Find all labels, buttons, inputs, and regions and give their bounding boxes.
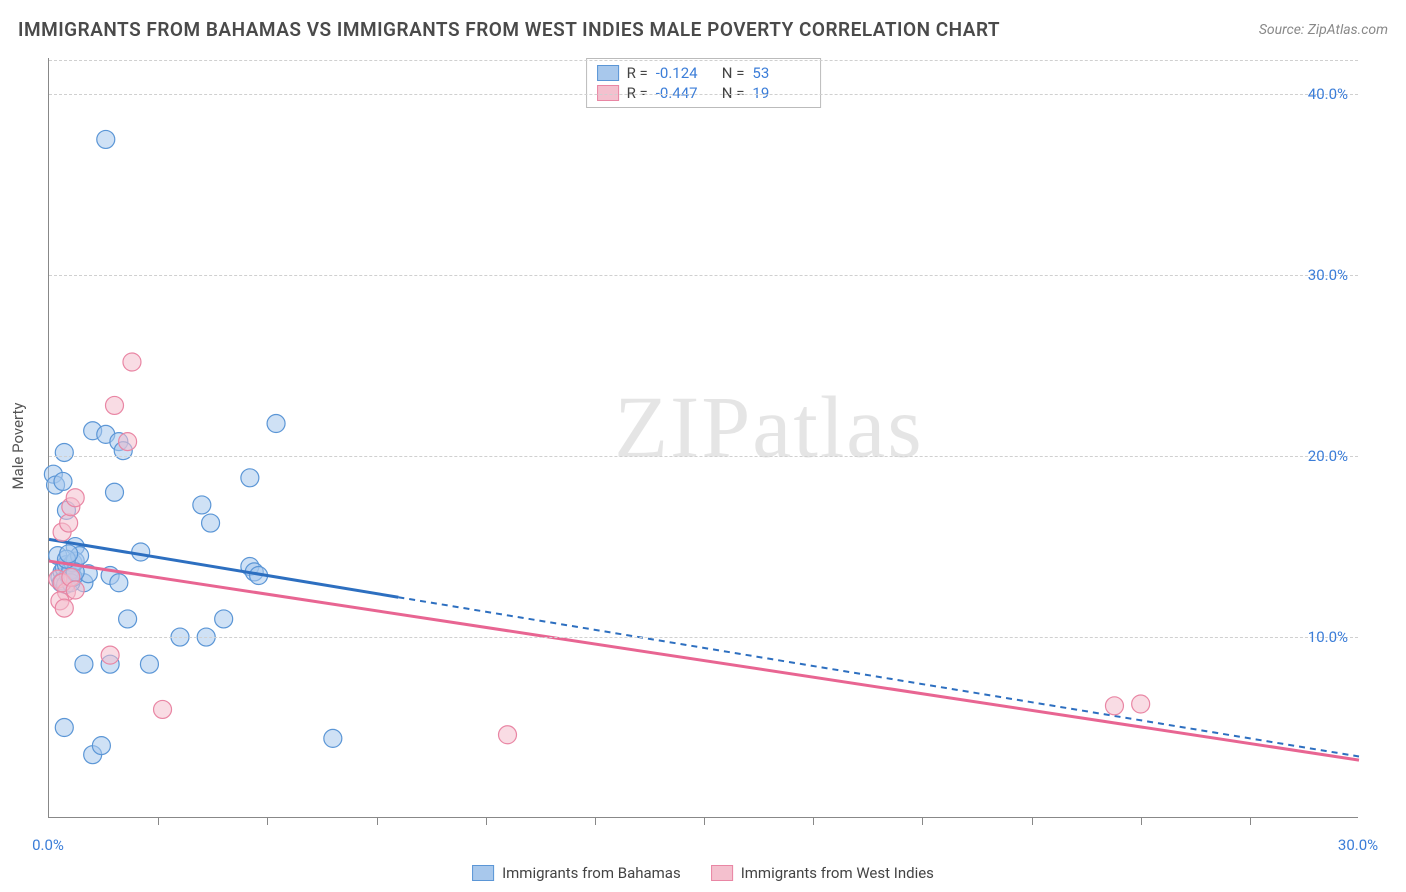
legend-n-label: N = — [722, 84, 745, 102]
legend-series-item: Immigrants from Bahamas — [472, 864, 681, 882]
gridline-h — [49, 94, 1358, 95]
scatter-point-bahamas — [241, 469, 259, 487]
legend-n-label: N = — [722, 64, 745, 82]
scatter-point-westindies — [106, 396, 124, 414]
scatter-point-westindies — [123, 353, 141, 371]
chart-title: IMMIGRANTS FROM BAHAMAS VS IMMIGRANTS FR… — [18, 18, 1000, 41]
scatter-point-bahamas — [202, 514, 220, 532]
scatter-point-bahamas — [60, 545, 78, 563]
legend-series-label: Immigrants from West Indies — [741, 864, 934, 882]
legend-r-label: R = — [627, 64, 648, 82]
gridline-h — [49, 275, 1358, 276]
scatter-point-westindies — [101, 646, 119, 664]
scatter-point-westindies — [499, 726, 517, 744]
gridline-h — [49, 60, 1358, 61]
scatter-point-bahamas — [55, 719, 73, 737]
legend-series-label: Immigrants from Bahamas — [502, 864, 681, 882]
y-tick-label: 20.0% — [1308, 447, 1348, 465]
gridline-h — [49, 637, 1358, 638]
x-tick — [267, 817, 268, 825]
scatter-point-bahamas — [140, 655, 158, 673]
scatter-point-westindies — [154, 700, 172, 718]
scatter-point-westindies — [1105, 697, 1123, 715]
y-tick-label: 10.0% — [1308, 628, 1348, 646]
source-label: Source: ZipAtlas.com — [1259, 22, 1388, 38]
x-tick — [1250, 817, 1251, 825]
legend-swatch-westindies — [597, 85, 619, 101]
x-tick-label: 0.0% — [32, 836, 64, 854]
scatter-point-bahamas — [54, 472, 72, 490]
scatter-point-bahamas — [55, 443, 73, 461]
y-axis-label: Male Poverty — [9, 403, 27, 490]
gridline-h — [49, 456, 1358, 457]
legend-n-value: 19 — [752, 84, 810, 102]
x-tick — [704, 817, 705, 825]
scatter-point-bahamas — [193, 496, 211, 514]
scatter-point-bahamas — [267, 415, 285, 433]
x-tick — [813, 817, 814, 825]
legend-correlation: R = -0.124 N = 53 R = -0.447 N = 19 — [586, 58, 822, 108]
legend-r-value: -0.124 — [656, 64, 714, 82]
scatter-point-westindies — [1132, 695, 1150, 713]
chart-svg — [49, 58, 1358, 817]
scatter-point-bahamas — [119, 610, 137, 628]
x-tick — [486, 817, 487, 825]
legend-r-label: R = — [627, 84, 648, 102]
legend-correlation-row: R = -0.447 N = 19 — [597, 83, 811, 103]
scatter-point-westindies — [66, 489, 84, 507]
scatter-point-bahamas — [110, 574, 128, 592]
x-tick — [1032, 817, 1033, 825]
scatter-point-westindies — [119, 433, 137, 451]
y-tick-label: 30.0% — [1308, 266, 1348, 284]
scatter-point-bahamas — [75, 655, 93, 673]
scatter-point-bahamas — [215, 610, 233, 628]
x-tick — [595, 817, 596, 825]
title-bar: IMMIGRANTS FROM BAHAMAS VS IMMIGRANTS FR… — [18, 18, 1388, 41]
x-tick — [922, 817, 923, 825]
legend-series-item: Immigrants from West Indies — [711, 864, 934, 882]
legend-series: Immigrants from Bahamas Immigrants from W… — [472, 864, 934, 882]
legend-correlation-row: R = -0.124 N = 53 — [597, 63, 811, 83]
plot-area: ZIPatlas R =-0.124N =53R =-0.447N =19 10… — [48, 58, 1358, 818]
x-tick-label: 30.0% — [1338, 836, 1378, 854]
trendline-extrapolated-bahamas — [398, 597, 1359, 756]
x-tick — [377, 817, 378, 825]
legend-swatch-bahamas — [597, 65, 619, 81]
x-tick — [158, 817, 159, 825]
scatter-point-westindies — [60, 514, 78, 532]
scatter-point-bahamas — [92, 737, 110, 755]
x-tick — [1141, 817, 1142, 825]
scatter-point-bahamas — [106, 483, 124, 501]
scatter-point-bahamas — [97, 130, 115, 148]
y-tick-label: 40.0% — [1308, 85, 1348, 103]
trendline-westindies — [49, 561, 1359, 760]
legend-swatch — [472, 865, 494, 881]
legend-swatch — [711, 865, 733, 881]
scatter-point-bahamas — [324, 729, 342, 747]
scatter-point-westindies — [55, 599, 73, 617]
scatter-point-westindies — [66, 581, 84, 599]
legend-r-value: -0.447 — [656, 84, 714, 102]
legend-n-value: 53 — [752, 64, 810, 82]
